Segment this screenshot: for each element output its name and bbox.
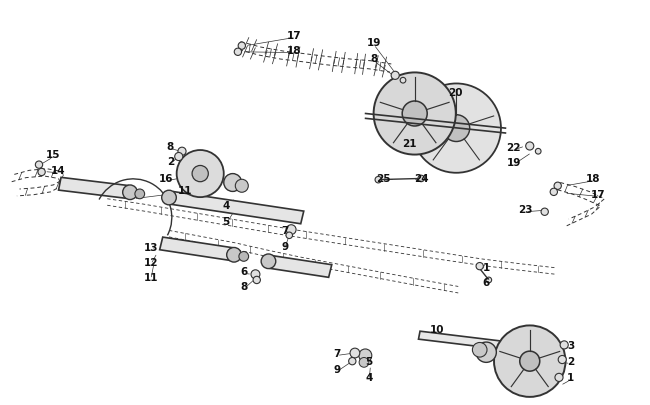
Ellipse shape: [192, 166, 208, 182]
Text: 13: 13: [144, 242, 158, 252]
Text: 25: 25: [376, 173, 391, 183]
Polygon shape: [419, 331, 527, 352]
Ellipse shape: [224, 174, 242, 192]
Text: 10: 10: [430, 324, 444, 334]
Text: 20: 20: [448, 88, 462, 98]
Text: 9: 9: [333, 364, 340, 374]
Ellipse shape: [476, 342, 497, 362]
Text: 23: 23: [518, 205, 532, 215]
Ellipse shape: [400, 78, 406, 84]
Text: 1: 1: [482, 262, 490, 272]
Ellipse shape: [418, 176, 424, 182]
Text: 22: 22: [506, 143, 521, 153]
Text: 18: 18: [586, 174, 600, 184]
Text: 6: 6: [240, 266, 248, 276]
Ellipse shape: [350, 348, 359, 358]
Text: 8: 8: [370, 54, 378, 64]
Ellipse shape: [227, 248, 241, 262]
Text: 15: 15: [46, 150, 60, 160]
Ellipse shape: [238, 43, 246, 50]
Ellipse shape: [375, 177, 382, 183]
Text: 6: 6: [482, 278, 490, 288]
Text: 3: 3: [567, 340, 575, 350]
Ellipse shape: [560, 341, 568, 349]
Text: 19: 19: [506, 158, 521, 168]
Ellipse shape: [520, 351, 540, 371]
Text: 8: 8: [240, 282, 248, 292]
Ellipse shape: [235, 180, 248, 193]
Ellipse shape: [162, 191, 176, 205]
Ellipse shape: [286, 232, 292, 239]
Text: 12: 12: [144, 258, 158, 267]
Ellipse shape: [251, 270, 260, 279]
Text: 5: 5: [222, 217, 230, 227]
Text: 7: 7: [333, 348, 341, 358]
Ellipse shape: [536, 149, 541, 155]
Text: 2: 2: [166, 157, 174, 167]
Ellipse shape: [402, 102, 427, 127]
Polygon shape: [171, 192, 304, 224]
Ellipse shape: [374, 73, 456, 155]
Text: 14: 14: [51, 166, 66, 176]
Ellipse shape: [234, 49, 242, 56]
Ellipse shape: [175, 153, 183, 161]
Text: 17: 17: [591, 190, 605, 199]
Text: 7: 7: [281, 225, 289, 235]
Ellipse shape: [486, 277, 491, 283]
Ellipse shape: [554, 183, 562, 190]
Ellipse shape: [359, 349, 372, 362]
Ellipse shape: [550, 189, 558, 196]
Text: 1: 1: [567, 373, 575, 382]
Ellipse shape: [287, 225, 296, 235]
Ellipse shape: [443, 115, 470, 142]
Text: 5: 5: [365, 356, 373, 366]
Ellipse shape: [494, 326, 566, 397]
Text: 21: 21: [402, 139, 417, 149]
Ellipse shape: [261, 254, 276, 269]
Polygon shape: [160, 237, 232, 261]
Ellipse shape: [476, 263, 484, 270]
Ellipse shape: [359, 358, 369, 367]
Text: 11: 11: [178, 185, 192, 195]
Ellipse shape: [348, 358, 356, 365]
Ellipse shape: [411, 84, 501, 173]
Ellipse shape: [35, 162, 43, 169]
Text: 19: 19: [367, 38, 381, 47]
Ellipse shape: [253, 277, 261, 284]
Ellipse shape: [473, 343, 487, 357]
Ellipse shape: [38, 169, 46, 176]
Ellipse shape: [123, 185, 137, 200]
Ellipse shape: [177, 151, 224, 198]
Text: 2: 2: [567, 356, 575, 366]
Ellipse shape: [541, 209, 549, 216]
Text: 9: 9: [281, 241, 288, 251]
Ellipse shape: [391, 72, 399, 80]
Ellipse shape: [558, 356, 566, 364]
Text: 4: 4: [365, 373, 373, 382]
Text: 8: 8: [166, 142, 174, 151]
Ellipse shape: [135, 190, 144, 199]
Polygon shape: [270, 256, 332, 278]
Text: 17: 17: [287, 31, 301, 40]
Ellipse shape: [178, 148, 186, 156]
Text: 18: 18: [287, 46, 301, 55]
Ellipse shape: [555, 373, 563, 382]
Text: 4: 4: [222, 201, 230, 211]
Polygon shape: [58, 178, 128, 199]
Ellipse shape: [239, 252, 248, 262]
Text: 11: 11: [144, 273, 158, 282]
Text: 16: 16: [159, 174, 173, 184]
Ellipse shape: [526, 143, 534, 151]
Text: 24: 24: [414, 173, 428, 183]
